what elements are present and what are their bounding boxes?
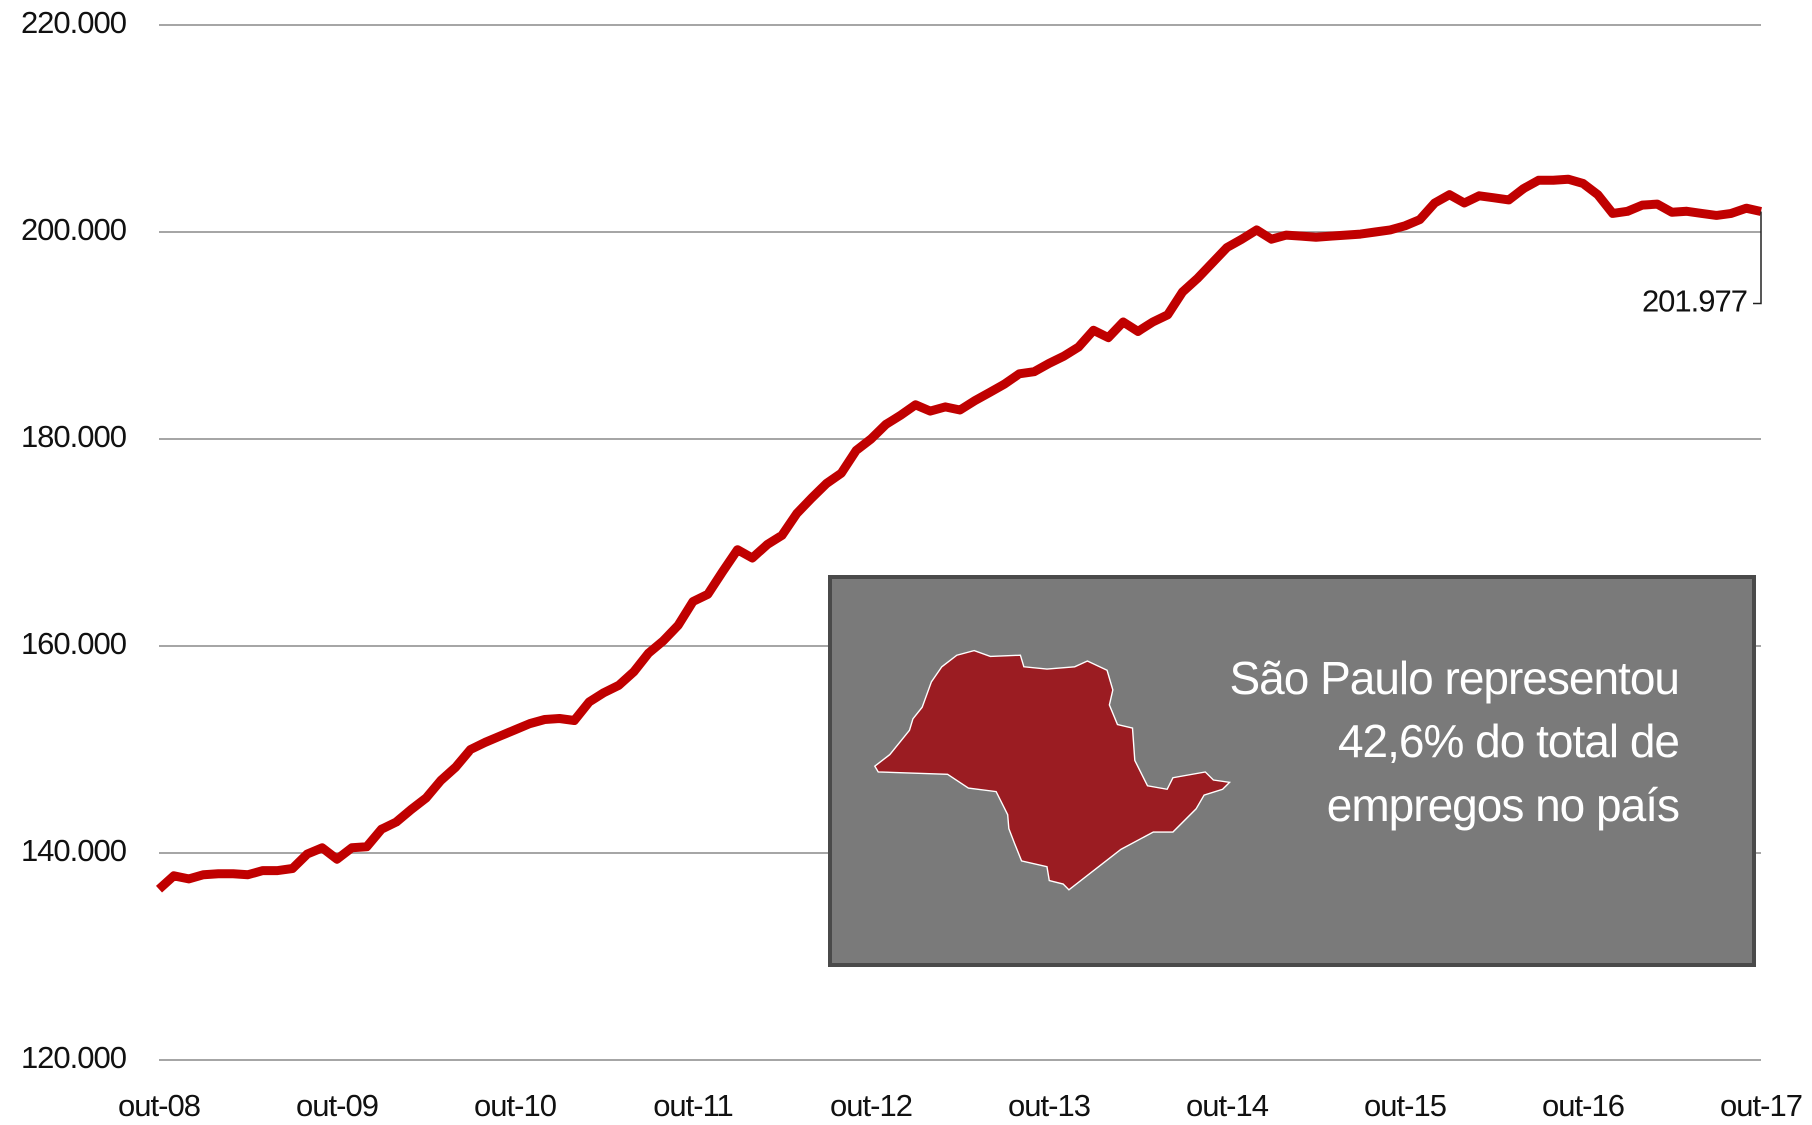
inset-text: São Paulo representou [1229, 652, 1679, 704]
sao-paulo-map [873, 649, 1232, 891]
x-tick-label: out-12 [830, 1088, 912, 1123]
y-tick-label: 220.000 [21, 5, 127, 40]
x-tick-label: out-11 [653, 1088, 733, 1123]
y-tick-label: 200.000 [21, 212, 127, 247]
x-tick-label: out-16 [1542, 1088, 1624, 1123]
y-tick-label: 180.000 [21, 419, 127, 454]
y-tick-label: 140.000 [21, 833, 127, 868]
y-tick-label: 120.000 [21, 1040, 127, 1075]
x-tick-label: out-10 [474, 1088, 557, 1123]
inset-text: 42,6% do total de [1338, 715, 1679, 767]
x-tick-label: out-13 [1008, 1088, 1090, 1123]
value-label: 201.977 [1642, 284, 1747, 319]
x-tick-label: out-15 [1364, 1088, 1446, 1123]
y-tick-label: 160.000 [21, 626, 127, 661]
x-tick-label: out-17 [1720, 1088, 1802, 1123]
label-leader [1753, 211, 1762, 305]
data-line [155, 174, 1762, 893]
x-tick-label: out-08 [118, 1088, 200, 1123]
x-tick-label: out-09 [296, 1088, 378, 1123]
x-tick-label: out-14 [1186, 1088, 1269, 1123]
inset-text: empregos no país [1327, 779, 1679, 831]
inset-background [828, 575, 1756, 967]
inset-box: São Paulo representou 42,6% do total de … [828, 575, 1756, 967]
